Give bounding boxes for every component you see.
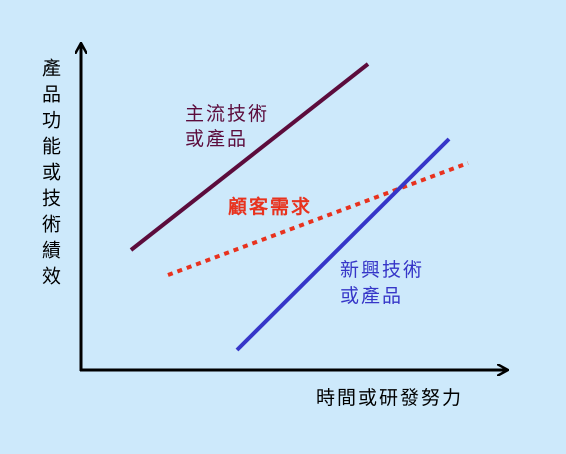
line-label: 或產品 xyxy=(340,285,403,307)
y-axis-label: 產品功能或技術績效 xyxy=(39,58,61,292)
line-label: 或產品 xyxy=(185,128,248,150)
x-axis-label: 時間或研發努力 xyxy=(316,387,463,409)
line-label: 新興技術 xyxy=(340,259,424,281)
line-label: 顧客需求 xyxy=(228,195,312,218)
demand-line xyxy=(167,161,469,277)
mainstream-line xyxy=(129,62,370,252)
line-label: 主流技術 xyxy=(185,103,269,125)
emerging-line xyxy=(235,137,451,352)
